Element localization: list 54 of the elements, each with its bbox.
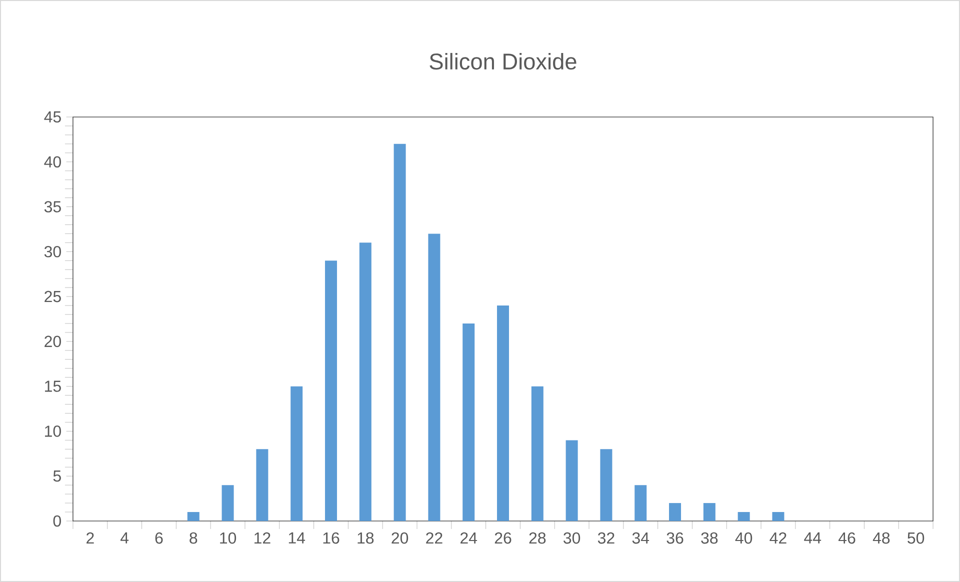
x-tick-label: 36 — [666, 532, 684, 544]
x-tick-label: 2 — [86, 532, 94, 544]
bar — [428, 234, 440, 522]
x-tick-label: 12 — [254, 532, 270, 544]
bar — [256, 449, 268, 522]
y-tick-label: 5 — [53, 470, 61, 482]
x-tick-label: 10 — [220, 532, 236, 544]
y-tick-label: 0 — [53, 515, 61, 527]
x-tick-label: 44 — [804, 532, 822, 544]
x-tick-label: 18 — [358, 532, 374, 544]
x-tick-label: 38 — [701, 532, 718, 544]
bar — [359, 242, 372, 522]
bar — [703, 503, 716, 522]
bar — [324, 260, 337, 522]
x-tick-label: 20 — [392, 532, 408, 544]
bar — [394, 144, 406, 522]
x-tick-label: 50 — [908, 532, 924, 544]
bar — [669, 503, 682, 522]
bar — [566, 440, 578, 522]
y-tick-label: 45 — [44, 111, 61, 123]
x-tick-label: 34 — [632, 532, 650, 544]
chart-title: Silicon Dioxide — [430, 52, 576, 70]
x-tick-label: 32 — [598, 532, 614, 544]
x-tick-label: 4 — [120, 532, 129, 544]
bar — [462, 323, 475, 522]
bar — [634, 485, 647, 522]
x-tick-label: 22 — [426, 532, 442, 544]
bar — [222, 485, 234, 522]
y-tick-label: 30 — [44, 246, 61, 258]
bar — [497, 306, 510, 522]
x-tick-label: 28 — [529, 532, 546, 544]
x-tick-label: 48 — [872, 532, 890, 544]
bar — [772, 512, 784, 522]
x-tick-label: 30 — [564, 532, 580, 544]
bar — [187, 512, 200, 522]
x-tick-label: 16 — [323, 532, 340, 544]
y-tick-label: 25 — [44, 290, 61, 302]
x-tick-label: 6 — [155, 532, 163, 544]
bar — [531, 386, 544, 522]
x-tick-label: 8 — [190, 532, 198, 544]
bar — [290, 386, 303, 522]
y-tick-label: 35 — [44, 201, 61, 212]
y-tick-label: 15 — [45, 380, 61, 392]
y-tick-label: 40 — [44, 156, 61, 168]
x-tick-label: 40 — [735, 532, 752, 544]
x-tick-label: 24 — [460, 532, 478, 544]
y-tick-label: 20 — [44, 336, 61, 348]
x-tick-label: 42 — [770, 532, 786, 544]
x-tick-label: 14 — [288, 532, 306, 544]
x-tick-label: 46 — [838, 532, 856, 544]
y-tick-label: 10 — [45, 426, 61, 437]
x-tick-label: 26 — [494, 532, 512, 544]
bar — [600, 449, 612, 522]
bar — [738, 512, 750, 522]
